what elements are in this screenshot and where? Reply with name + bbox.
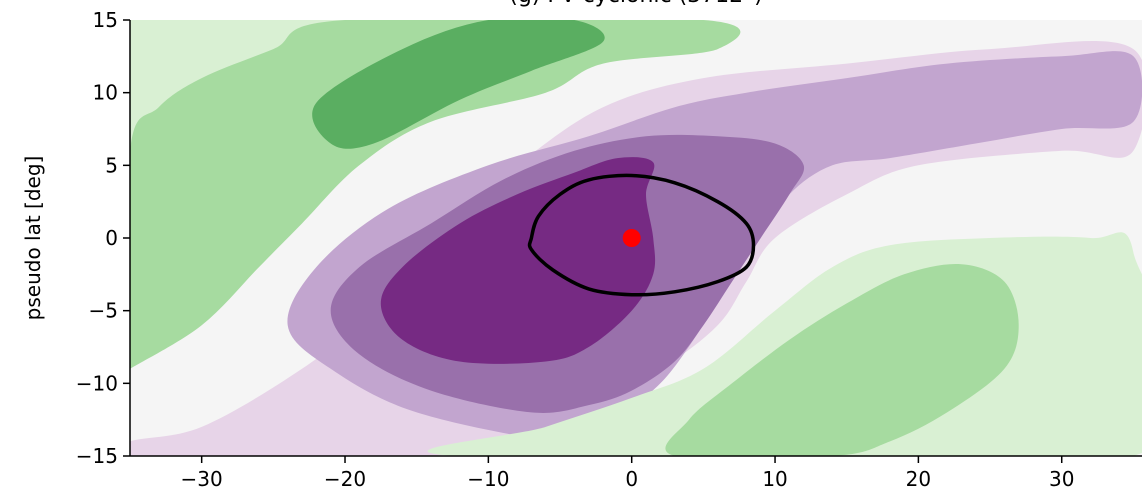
y-tick-label: 0 xyxy=(105,226,118,250)
y-tick-label: −15 xyxy=(76,444,118,468)
contour-fill-green-3 xyxy=(312,20,605,149)
x-ticks: −30 −20 −10 0 10 20 30 xyxy=(181,456,1074,491)
x-tick-label: 0 xyxy=(625,467,638,491)
y-axis-label: pseudo lat [deg] xyxy=(21,156,45,321)
x-tick-label: 30 xyxy=(1049,467,1074,491)
contour-fills xyxy=(130,20,1142,456)
x-tick-label: −10 xyxy=(467,467,509,491)
contour-fill-purple-4 xyxy=(380,157,656,364)
center-point xyxy=(622,229,641,247)
center-marker xyxy=(622,229,641,247)
x-tick-label: −20 xyxy=(324,467,366,491)
x-tick-label: −30 xyxy=(181,467,223,491)
black-contour xyxy=(527,173,756,297)
chart-title: (g) PV cyclonic (3712*) xyxy=(509,0,763,8)
y-tick-label: −10 xyxy=(76,371,118,395)
y-tick-label: −5 xyxy=(89,299,118,323)
x-tick-label: 20 xyxy=(906,467,931,491)
x-tick-label: 10 xyxy=(762,467,787,491)
y-tick-label: 10 xyxy=(93,81,118,105)
y-tick-label: 5 xyxy=(105,153,118,177)
y-tick-label: 15 xyxy=(93,8,118,32)
contour-fill-green-low-2 xyxy=(665,263,1019,456)
contour-fill-green-2 xyxy=(130,20,741,369)
y-ticks: 15 10 5 0 −5 −10 −15 xyxy=(76,8,130,468)
black-contour-line xyxy=(527,173,756,297)
